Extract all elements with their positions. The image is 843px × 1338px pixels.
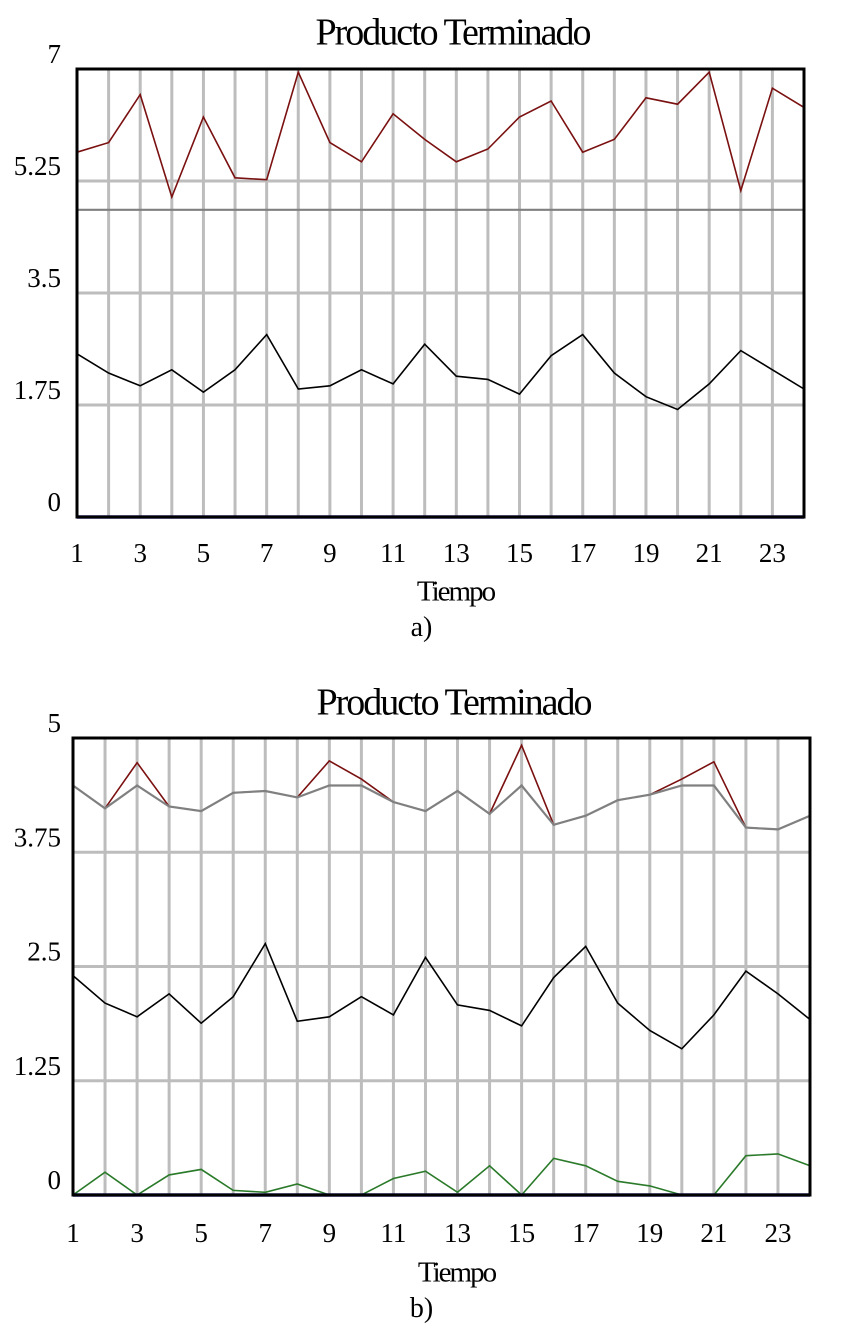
x-tick-label: 15 xyxy=(506,538,533,568)
x-tick-label: 13 xyxy=(443,538,470,568)
x-tick-label: 5 xyxy=(194,1218,208,1248)
y-tick-label: 5.25 xyxy=(14,151,61,181)
x-tick-label: 23 xyxy=(764,1218,791,1248)
y-tick-label: 5 xyxy=(48,708,62,738)
x-tick-label: 1 xyxy=(70,538,84,568)
x-tick-label: 17 xyxy=(569,538,596,568)
series-line-1 xyxy=(72,743,811,831)
series-line-2 xyxy=(72,783,811,831)
y-tick-label: 1.75 xyxy=(14,375,61,405)
caption-a: a) xyxy=(410,612,433,643)
plot-frame xyxy=(71,736,812,1197)
chart-title: Producto Terminado xyxy=(315,12,590,54)
x-tick-label: 11 xyxy=(380,538,406,568)
x-tick-label: 3 xyxy=(133,538,147,568)
x-tick-label: 19 xyxy=(636,1218,663,1248)
caption-b: b) xyxy=(409,1293,434,1324)
x-tick-label: 3 xyxy=(130,1218,144,1248)
x-tick-label: 15 xyxy=(508,1218,535,1248)
x-tick-label: 9 xyxy=(323,538,337,568)
x-tick-label: 7 xyxy=(260,538,274,568)
x-tick-label: 1 xyxy=(66,1218,80,1248)
x-tick-label: 23 xyxy=(759,538,786,568)
chart-title: Producto Terminado xyxy=(316,682,591,724)
series-line-4 xyxy=(72,1153,811,1197)
x-tick-label: 21 xyxy=(696,538,723,568)
y-tick-label: 3.5 xyxy=(27,263,61,293)
x-tick-label: 9 xyxy=(323,1218,337,1248)
series-line-3 xyxy=(72,941,811,1050)
series-line-1 xyxy=(76,69,805,200)
x-tick-label: 11 xyxy=(380,1218,406,1248)
x-axis-label: Tiempo xyxy=(417,576,496,608)
series-line-3 xyxy=(76,333,805,411)
x-tick-label: 13 xyxy=(444,1218,471,1248)
y-tick-label: 1.25 xyxy=(14,1051,61,1081)
plot-frame xyxy=(75,67,806,519)
y-tick-label: 3.75 xyxy=(14,822,61,852)
x-tick-label: 19 xyxy=(632,538,659,568)
x-tick-label: 17 xyxy=(572,1218,599,1248)
x-tick-label: 5 xyxy=(197,538,211,568)
y-tick-label: 2.5 xyxy=(27,937,61,967)
x-axis-label: Tiempo xyxy=(418,1257,497,1289)
x-tick-label: 7 xyxy=(259,1218,273,1248)
y-tick-label: 0 xyxy=(48,1165,62,1195)
y-tick-label: 0 xyxy=(48,487,62,517)
y-tick-label: 7 xyxy=(48,39,62,69)
x-tick-label: 21 xyxy=(700,1218,727,1248)
